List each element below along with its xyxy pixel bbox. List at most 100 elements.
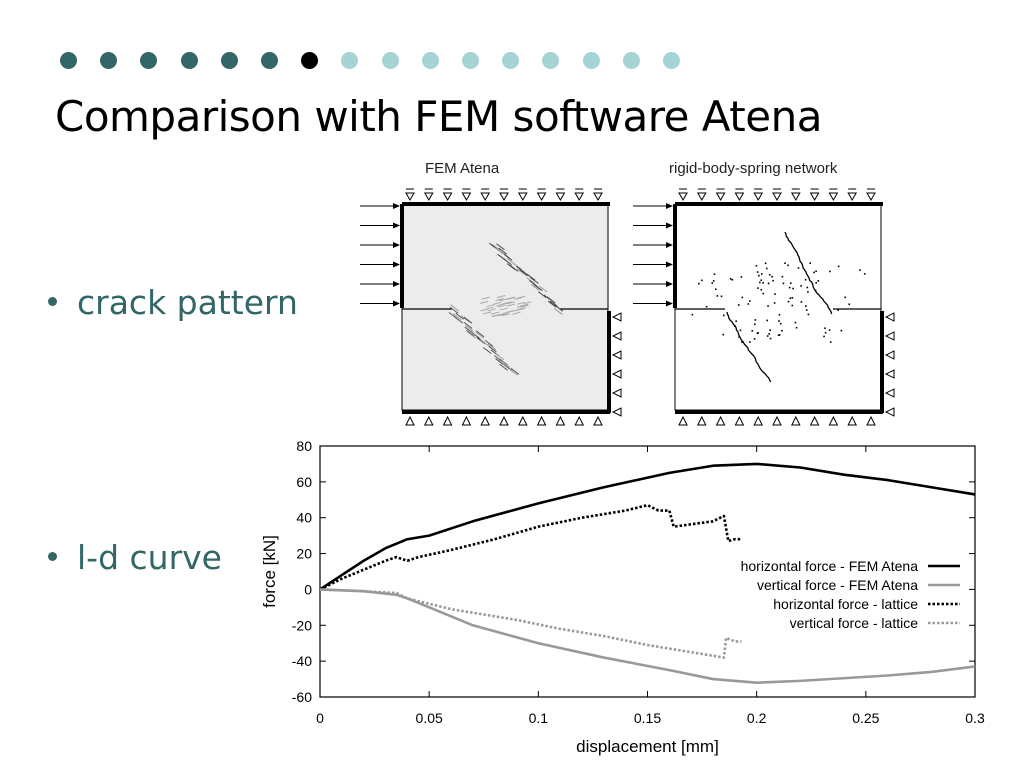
specimen bbox=[401, 204, 609, 411]
crack-mark bbox=[450, 304, 460, 312]
crack-dot bbox=[828, 329, 831, 331]
top-support-icon bbox=[696, 188, 707, 202]
crack-mark bbox=[531, 284, 540, 291]
crack-dot bbox=[788, 286, 791, 289]
top-support-icon bbox=[772, 188, 782, 202]
top-support-icon bbox=[715, 188, 726, 202]
crack-dot bbox=[760, 273, 763, 275]
crack-dot bbox=[711, 282, 714, 284]
bottom-support-icon bbox=[555, 415, 566, 426]
top-support-icon bbox=[828, 188, 839, 202]
crack-dot bbox=[806, 286, 809, 289]
progress-dot bbox=[542, 52, 560, 69]
crack-mark bbox=[509, 264, 519, 272]
crack-dot bbox=[815, 270, 817, 273]
right-support-icon bbox=[884, 369, 895, 379]
crack-dot bbox=[737, 304, 740, 306]
y-tick-label: 80 bbox=[296, 438, 312, 454]
crack-mark bbox=[472, 332, 481, 340]
bottom-support-icon bbox=[461, 415, 472, 426]
crack-mark bbox=[499, 363, 508, 371]
crack-mark bbox=[495, 358, 504, 366]
crack-dot bbox=[797, 267, 800, 269]
crack-dot bbox=[769, 329, 771, 332]
right-support-icon bbox=[884, 407, 895, 417]
crack-mark bbox=[554, 304, 564, 312]
crack-mark bbox=[487, 343, 497, 351]
crack-dot bbox=[840, 329, 843, 332]
arrow-head-icon bbox=[666, 242, 673, 248]
crack-mark bbox=[503, 253, 513, 261]
crack-dot bbox=[791, 304, 794, 307]
crack-dot bbox=[792, 287, 794, 290]
top-support-icon bbox=[809, 188, 820, 202]
crack-mark bbox=[526, 273, 536, 281]
crack-dot bbox=[823, 335, 825, 338]
progress-dot bbox=[261, 52, 278, 69]
crack-mark bbox=[509, 368, 518, 376]
crack-dot bbox=[765, 267, 768, 270]
crack-dot bbox=[749, 341, 751, 343]
crack-dot bbox=[778, 313, 781, 316]
top-support-icon bbox=[536, 188, 547, 202]
rbsn-panel bbox=[633, 188, 895, 426]
crack-dot bbox=[749, 300, 751, 302]
crack-dot bbox=[787, 300, 790, 303]
bullet-crack-pattern: crack pattern bbox=[48, 283, 298, 322]
crack-dot bbox=[814, 289, 817, 292]
bottom-support-icon bbox=[574, 415, 585, 426]
crack-dot bbox=[701, 279, 703, 282]
crack-dot bbox=[794, 321, 797, 324]
progress-dot bbox=[663, 52, 680, 69]
crack-dot bbox=[781, 275, 784, 278]
top-support-icon bbox=[574, 188, 585, 202]
crack-mark bbox=[479, 300, 489, 304]
right-support-icon bbox=[884, 312, 895, 322]
progress-dot bbox=[502, 52, 520, 69]
crack-dot bbox=[779, 322, 782, 325]
crack-mark bbox=[488, 345, 497, 353]
crack-mark bbox=[449, 306, 459, 314]
progress-dot bbox=[622, 52, 640, 69]
crack-dot bbox=[789, 297, 792, 300]
panel-title-fem: FEM Atena bbox=[425, 160, 500, 177]
crack-mark bbox=[538, 291, 547, 299]
crack-dot bbox=[787, 264, 789, 267]
crack-dot bbox=[795, 326, 798, 329]
bullet-ld-curve: l-d curve bbox=[48, 538, 222, 577]
crack-dot bbox=[751, 330, 754, 332]
crack-mark bbox=[465, 324, 474, 332]
crack-dot bbox=[720, 295, 723, 298]
crack-dot bbox=[807, 291, 809, 293]
arrow-head-icon bbox=[393, 300, 400, 307]
panel-title-rbsn: rigid-body-spring network bbox=[669, 160, 838, 177]
crack-dot bbox=[805, 305, 807, 307]
crack-mark bbox=[520, 304, 529, 308]
crack-mark bbox=[538, 285, 548, 293]
crack-mark bbox=[533, 284, 543, 292]
progress-dot bbox=[140, 52, 158, 69]
crack-dot bbox=[762, 282, 764, 284]
crack-mark bbox=[517, 295, 526, 299]
progress-dot bbox=[100, 52, 118, 69]
y-tick-label: -20 bbox=[292, 617, 312, 633]
crack-dot bbox=[729, 278, 732, 280]
crack-dot bbox=[813, 271, 815, 274]
crack-mark bbox=[517, 304, 526, 308]
crack-mark bbox=[486, 304, 495, 308]
crack-line bbox=[784, 231, 833, 315]
crack-mark bbox=[496, 243, 505, 251]
bottom-support-icon bbox=[772, 415, 782, 426]
crack-dot bbox=[766, 335, 769, 337]
crack-mark bbox=[548, 298, 557, 306]
crack-mark bbox=[516, 307, 525, 311]
bottom-support-icon bbox=[734, 415, 745, 426]
top-support-icon bbox=[678, 188, 688, 202]
crack-dot bbox=[778, 320, 780, 322]
crack-mark bbox=[497, 304, 506, 308]
crack-mark bbox=[464, 326, 474, 334]
crack-mark bbox=[491, 311, 500, 315]
progress-dots bbox=[60, 52, 700, 72]
crack-dot bbox=[800, 301, 803, 303]
